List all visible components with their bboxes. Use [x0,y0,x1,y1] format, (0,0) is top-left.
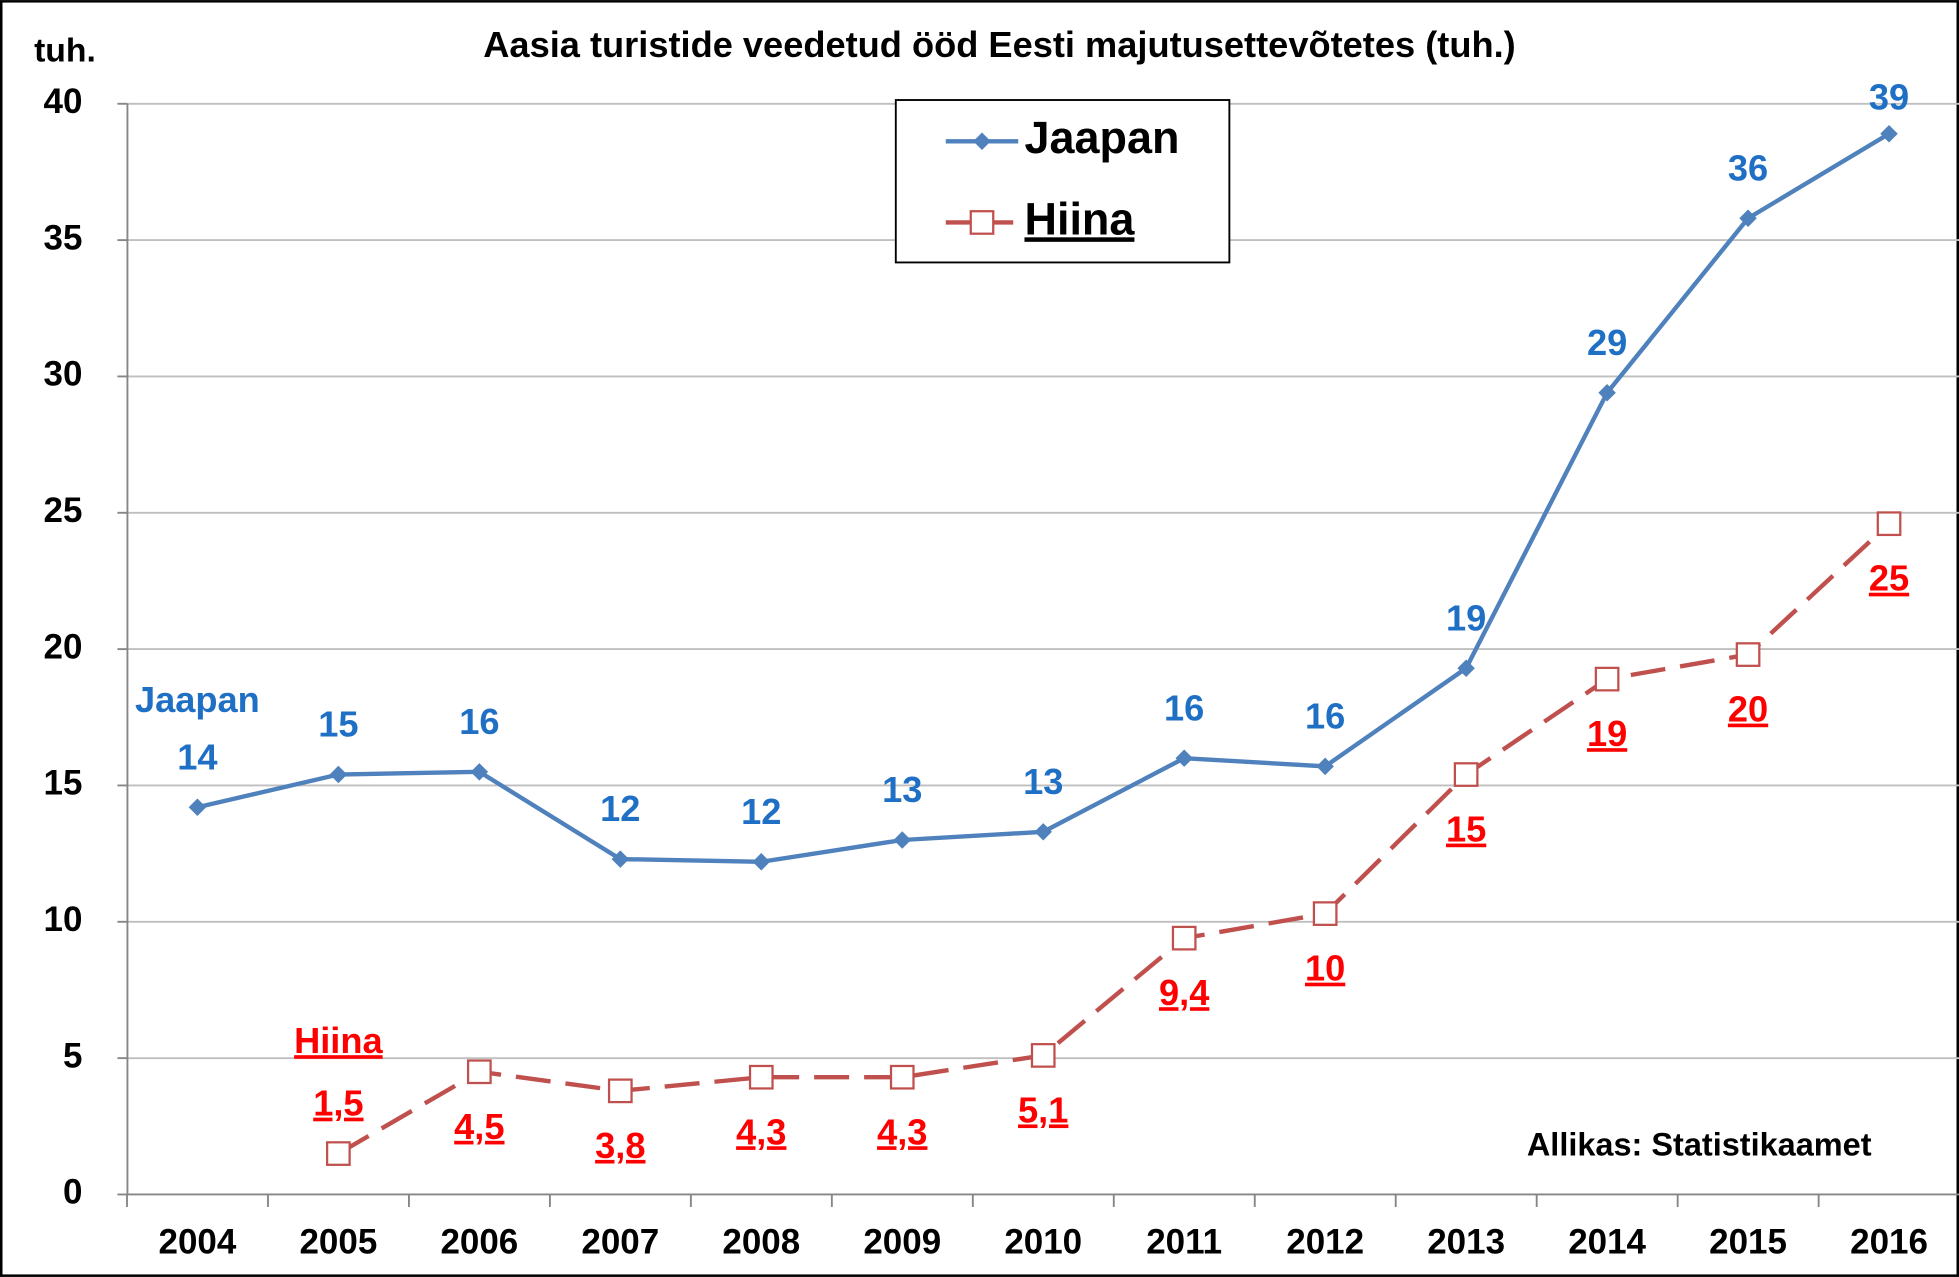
x-tick-label: 2016 [1850,1223,1928,1262]
data-label: 1,5 [313,1083,363,1124]
data-label: 5,1 [1018,1089,1068,1130]
x-tick-label: 2005 [299,1223,377,1262]
data-label: 15 [1446,809,1486,850]
data-point [752,853,771,871]
data-point [326,1141,351,1166]
series-name-label: Hiina [294,1020,383,1061]
data-label: 10 [1305,948,1345,989]
y-tick-label: 35 [44,218,83,257]
y-tick-label: 20 [44,627,83,666]
data-point [1171,925,1197,951]
data-label: 16 [1164,687,1204,728]
data-point [1735,642,1761,667]
data-label: 29 [1587,322,1627,363]
x-tick-label: 2007 [581,1223,659,1262]
series-name-label: Jaapan [135,679,260,720]
source-annotation: Allikas: Statistikaamet [1527,1127,1872,1163]
x-tick-label: 2014 [1568,1223,1646,1262]
data-point [1175,749,1193,767]
data-point [748,1064,774,1090]
x-tick-label: 2011 [1146,1223,1222,1262]
data-point [470,763,489,781]
data-label: 3,8 [595,1125,645,1166]
x-tick-label: 2004 [159,1223,237,1262]
data-label: 12 [741,791,781,832]
data-label: 14 [177,736,217,777]
data-label: 12 [600,788,640,829]
x-tick-label: 2008 [722,1223,800,1262]
chart-title: Aasia turistide veedetud ööd Eesti majut… [483,24,1515,65]
x-tick-label: 2015 [1709,1223,1787,1262]
y-tick-label: 0 [63,1173,82,1212]
x-tick-label: 2010 [1004,1223,1082,1262]
data-point [1453,762,1479,787]
legend-box [894,99,1231,264]
data-label: 19 [1446,597,1486,638]
x-tick-label: 2009 [863,1223,941,1262]
y-tick-label: 15 [44,764,83,803]
data-label: 16 [459,701,499,742]
y-tick-label: 30 [44,355,83,394]
data-point [1876,511,1902,537]
data-label: 19 [1587,713,1627,754]
data-point [1598,384,1616,402]
data-point [1030,1043,1056,1068]
data-label: 4,3 [877,1111,927,1152]
data-point [1739,209,1757,228]
data-label: 13 [1023,761,1063,802]
x-tick-label: 2013 [1427,1223,1505,1262]
data-point [1457,659,1475,677]
data-point [1316,757,1334,776]
data-label: 20 [1728,689,1768,730]
data-point [1594,666,1620,692]
y-tick-label: 25 [44,491,83,530]
y-tick-label: 40 [44,82,83,121]
legend-label: Hiina [1024,193,1135,244]
data-point [889,1064,915,1090]
data-label: 4,3 [736,1111,786,1152]
data-label: 15 [318,704,358,745]
legend-marker [969,210,995,235]
y-tick-label: 10 [44,900,83,939]
y-axis-label: tuh. [34,31,96,69]
data-point [1312,901,1338,926]
data-label: 4,5 [454,1106,504,1147]
x-tick-label: 2006 [440,1223,518,1262]
data-label: 25 [1869,558,1909,599]
data-label: 39 [1869,77,1909,118]
data-point [607,1078,633,1104]
data-label: 16 [1305,695,1345,736]
legend-marker [973,132,991,150]
data-point [466,1059,492,1085]
legend-label: Jaapan [1024,112,1179,163]
data-label: 9,4 [1159,972,1209,1013]
data-point [1034,823,1052,841]
data-label: 36 [1728,147,1768,188]
series-line [337,522,1891,1156]
x-tick-label: 2012 [1286,1223,1364,1262]
data-point [1880,125,1898,143]
y-tick-label: 5 [63,1036,82,1075]
data-label: 13 [882,769,922,810]
